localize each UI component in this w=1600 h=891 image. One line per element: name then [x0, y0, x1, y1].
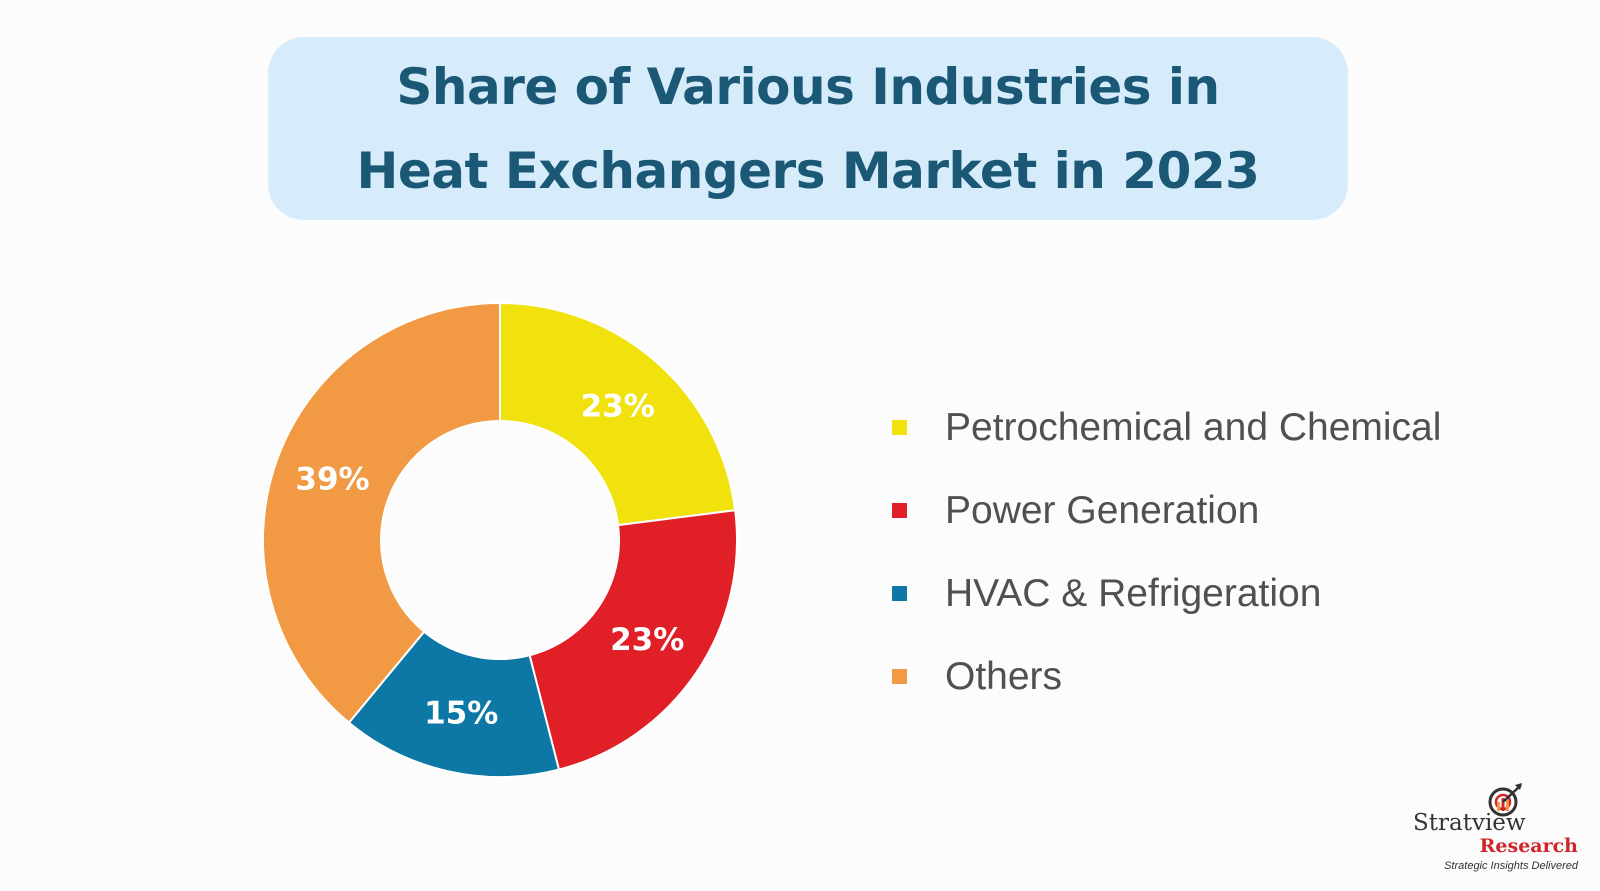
logo-tagline: Strategic Insights Delivered [1444, 860, 1578, 872]
chart-title-box: Share of Various Industries in Heat Exch… [268, 37, 1348, 220]
slice-label-others: 39% [295, 462, 369, 498]
target-arrow-icon [1488, 783, 1522, 817]
slice-petrochemical [499, 301, 737, 527]
slice-label-petrochemical: 23% [581, 388, 655, 424]
legend-label-petrochemical: Petrochemical and Chemical [945, 406, 1442, 449]
legend-swatch-petrochemical [892, 420, 907, 435]
slice-label-hvac: 15% [424, 696, 498, 732]
chart-title-line-1: Share of Various Industries in [396, 57, 1220, 116]
slice-power-generation [528, 509, 738, 771]
legend-swatch-hvac [892, 586, 907, 601]
legend-label-power-generation: Power Generation [945, 489, 1260, 532]
legend-label-hvac: HVAC & Refrigeration [945, 572, 1322, 615]
slice-others [262, 301, 501, 725]
slice-hvac [347, 630, 561, 778]
legend-swatch-power-generation [892, 503, 907, 518]
logo-name: Stratview [1413, 810, 1526, 836]
logo-sub: Research [1479, 835, 1578, 857]
stratview-logo: Stratview Research Strategic Insights De… [1408, 780, 1588, 880]
donut-chart: 23% 23% 15% 39% [262, 301, 738, 778]
legend-label-others: Others [945, 655, 1063, 698]
legend-swatch-others [892, 669, 907, 684]
slice-label-power-generation: 23% [610, 622, 684, 658]
chart-title-line-2: Heat Exchangers Market in 2023 [356, 141, 1260, 200]
